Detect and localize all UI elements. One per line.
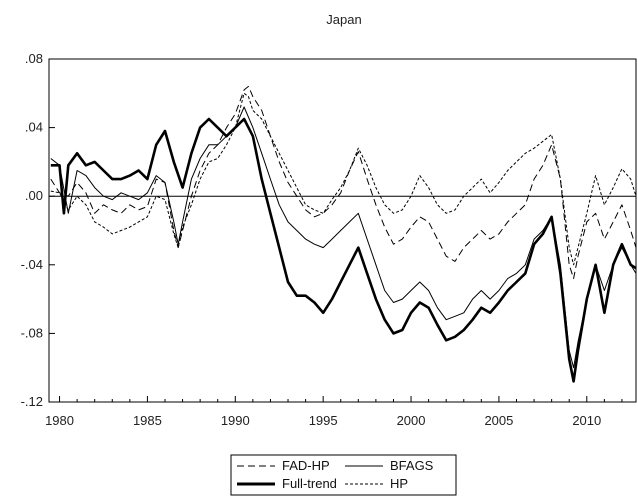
legend-box <box>230 454 457 496</box>
y-tick-label: .08 <box>25 51 43 66</box>
legend-label-full-trend: Full-trend <box>282 476 337 491</box>
y-tick-label: .00 <box>25 188 43 203</box>
plot-area <box>48 58 637 403</box>
legend-label-hp: HP <box>390 476 408 491</box>
series-line-full-trend <box>50 117 637 383</box>
x-tick-label: 2005 <box>484 413 513 428</box>
series-line-fad-hp <box>50 85 637 279</box>
x-tick-label: 1985 <box>133 413 162 428</box>
x-tick-label: 2010 <box>572 413 601 428</box>
legend-label-bfags: BFAGS <box>390 458 434 473</box>
chart-title: Japan <box>326 12 361 27</box>
x-tick-label: 1990 <box>221 413 250 428</box>
x-tick-label: 1995 <box>309 413 338 428</box>
y-tick-label: .04 <box>25 120 43 135</box>
x-tick-label: 1980 <box>45 413 74 428</box>
y-tick-label: -.08 <box>21 325 43 340</box>
legend-label-fad-hp: FAD-HP <box>282 458 330 473</box>
x-tick-label: 2000 <box>397 413 426 428</box>
y-tick-label: -.04 <box>21 257 43 272</box>
series-line-hp <box>50 92 637 266</box>
legend: FAD-HP BFAGS Full-trend HP <box>230 454 457 496</box>
y-tick-label: -.12 <box>21 394 43 409</box>
